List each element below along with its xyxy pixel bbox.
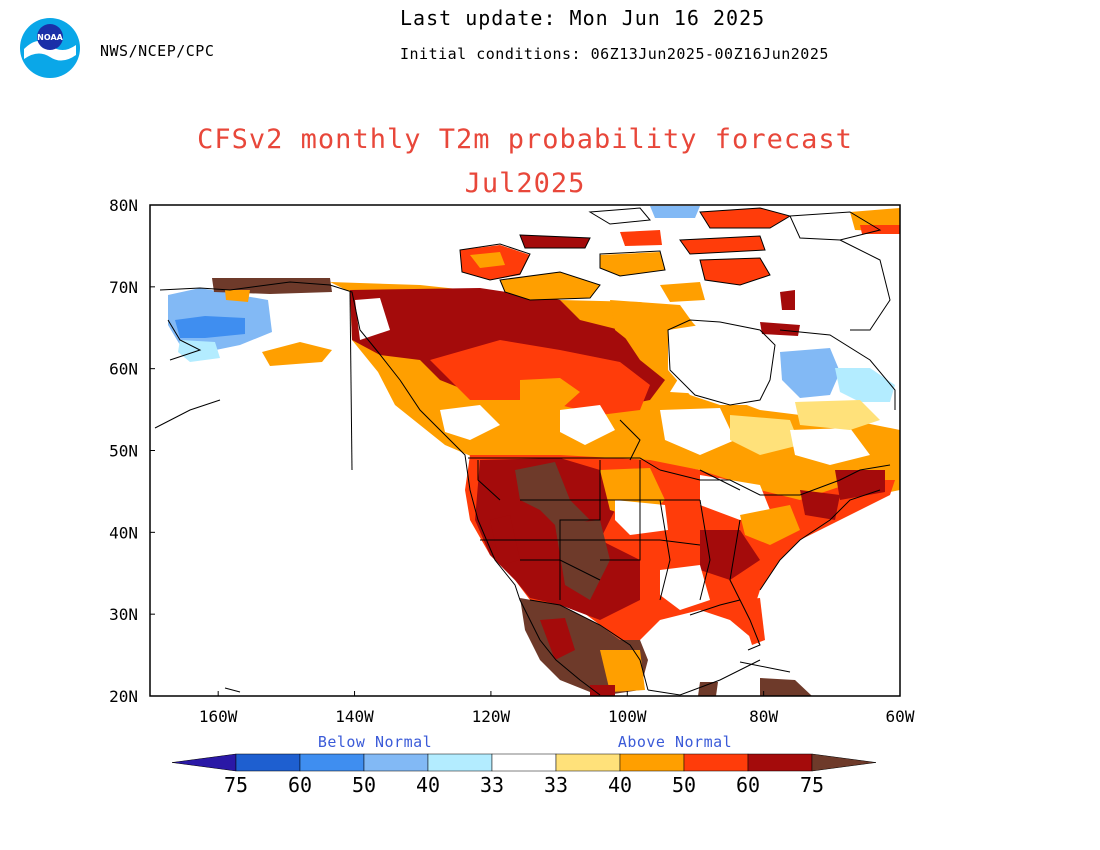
colorbar-tick-label: 60 [736, 773, 760, 797]
lat-tick-label: 50N [109, 442, 138, 461]
colorbar-tick-label: 33 [480, 773, 504, 797]
colorbar-tick-label: 75 [224, 773, 248, 797]
colorbar-tick-label: 50 [352, 773, 376, 797]
lon-tick-label: 120W [472, 707, 511, 726]
last-update: Last update: Mon Jun 16 2025 [400, 6, 766, 30]
colorbar-swatch [811, 753, 877, 772]
above-normal-label: Above Normal [618, 733, 732, 751]
probability-shading [168, 206, 900, 696]
lat-tick-label: 80N [109, 196, 138, 215]
agency-label: NWS/NCEP/CPC [100, 42, 215, 60]
colorbar-swatch [427, 753, 493, 772]
below-normal-label: Below Normal [318, 733, 432, 751]
chart-title: CFSv2 monthly T2m probability forecast [197, 124, 853, 155]
colorbar-tick-label: 33 [544, 773, 568, 797]
colorbar-swatch [171, 753, 237, 772]
lat-tick-label: 30N [109, 605, 138, 624]
colorbar-swatch [235, 753, 301, 772]
noaa-logo: NOAA [18, 15, 82, 81]
lon-tick-label: 160W [199, 707, 238, 726]
colorbar-swatch [491, 753, 557, 772]
map-outlines [154, 207, 896, 696]
lon-tick-label: 100W [608, 707, 647, 726]
lat-tick-label: 40N [109, 523, 138, 542]
colorbar-tick-label: 40 [416, 773, 440, 797]
lat-tick-label: 60N [109, 360, 138, 379]
lon-tick-label: 60W [886, 707, 915, 726]
colorbar-swatch [555, 753, 621, 772]
lat-tick-label: 20N [109, 687, 138, 706]
colorbar-tick-label: 75 [800, 773, 824, 797]
colorbar-tick-label: 50 [672, 773, 696, 797]
colorbar-swatch [683, 753, 749, 772]
lon-tick-label: 140W [335, 707, 374, 726]
noaa-logo-text: NOAA [37, 33, 63, 42]
colorbar: 75 60 50 40 33 33 40 50 60 75 Below Normal Above No… [171, 733, 877, 797]
colorbar-swatch [299, 753, 365, 772]
initial-conditions: Initial conditions: 06Z13Jun2025-00Z16Ju… [400, 45, 829, 63]
colorbar-swatch [619, 753, 685, 772]
lat-tick-label: 70N [109, 278, 138, 297]
colorbar-tick-label: 40 [608, 773, 632, 797]
lon-tick-label: 80W [749, 707, 778, 726]
axis-ticks: 160W 140W 120W 100W 80W 60W 80N 70N 60N 50N 40N 30N… [109, 196, 915, 726]
chart-subtitle: Jul2025 [464, 168, 586, 199]
colorbar-tick-label: 60 [288, 773, 312, 797]
colorbar-swatch [363, 753, 429, 772]
colorbar-swatch [747, 753, 813, 772]
